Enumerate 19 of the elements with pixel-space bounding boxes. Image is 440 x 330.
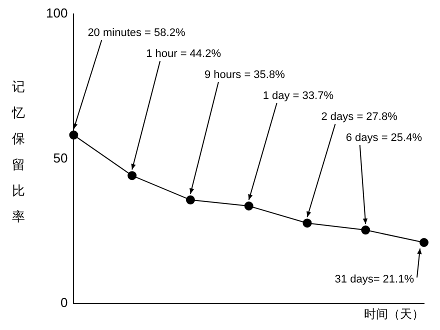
point (361, 226, 370, 235)
point (302, 218, 312, 228)
point (128, 171, 137, 180)
point (69, 130, 78, 140)
x-axis-title: 时间（天） (364, 307, 424, 322)
data-label: 9 hours = 35.8% (204, 69, 286, 81)
point (420, 238, 428, 247)
data-label: 6 days = 25.4% (346, 132, 422, 144)
data-label: 2 days = 27.8% (321, 111, 398, 123)
point (186, 195, 195, 204)
y-tick-label: 0 (60, 295, 68, 310)
point (244, 202, 254, 211)
data-label: 20 minutes = 58.2% (88, 27, 186, 39)
y-tick-label: 50 (53, 150, 68, 166)
data-label: 31 days= 21.1% (334, 273, 414, 286)
y-tick-label: 100 (46, 6, 68, 21)
y-axis-title: 记忆保留比率 (12, 78, 25, 226)
data-label: 1 day = 33.7% (262, 90, 334, 102)
data-label: 1 hour = 44.2% (146, 48, 222, 60)
